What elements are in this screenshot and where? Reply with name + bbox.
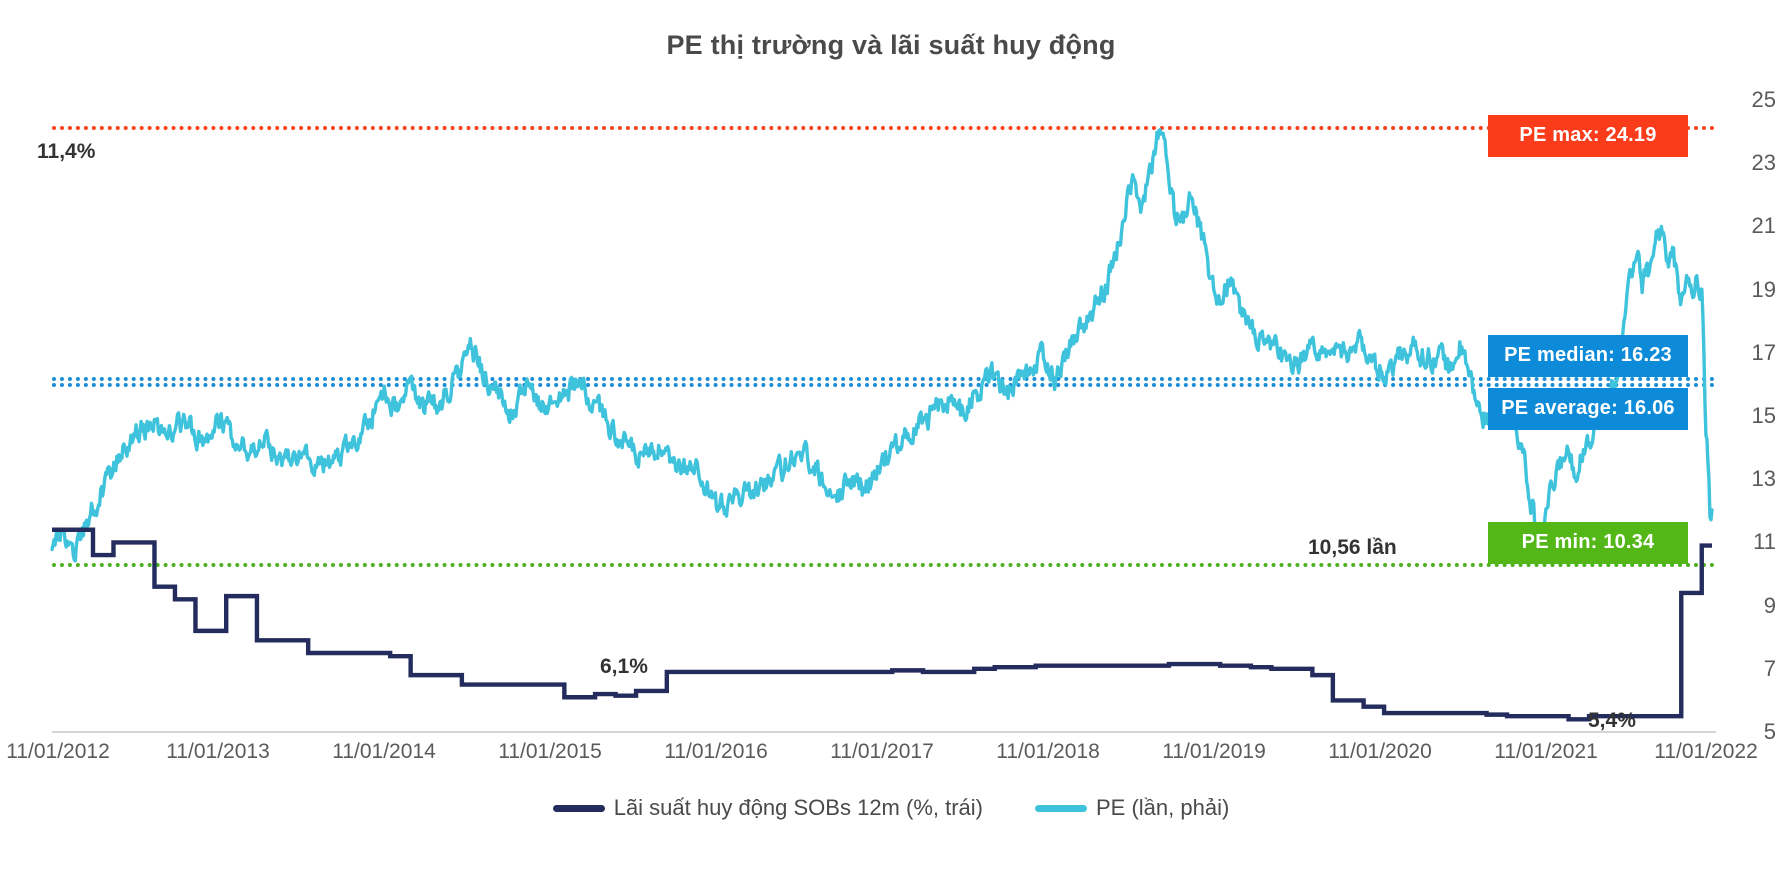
legend-swatch-icon <box>1035 804 1087 812</box>
y-axis-tick-label: 5 <box>1763 719 1776 744</box>
y-axis-tick-label: 13 <box>1751 466 1776 492</box>
annotation-rate-low-recent: 5,4% <box>1588 709 1636 732</box>
plot-area <box>50 100 1714 732</box>
x-axis-tick-label: 11/01/2016 <box>664 740 768 763</box>
x-axis-tick-label: 11/01/2022 <box>1654 740 1758 763</box>
annotation-rate-start: 11,4% <box>37 140 96 163</box>
x-axis-tick-label: 11/01/2018 <box>996 740 1100 763</box>
reference-line-pe-min <box>52 563 1716 568</box>
x-axis-tick-label: 11/01/2012 <box>6 740 110 763</box>
x-axis-tick-label: 11/01/2020 <box>1328 740 1432 763</box>
status-badge-pe-median: PE median: 16.23 <box>1488 335 1688 377</box>
reference-line-pe-median <box>52 377 1716 382</box>
x-axis-tick-label: 11/01/2019 <box>1162 740 1266 763</box>
series-svg <box>50 128 1714 722</box>
annotation-pe-recent-low: 10,56 lần <box>1308 536 1397 559</box>
reference-line-pe-max <box>52 125 1716 130</box>
y-axis-tick-label: 15 <box>1751 403 1776 428</box>
legend-item-interest-rate[interactable]: Lãi suất huy động SOBs 12m (%, trái) <box>552 795 983 821</box>
x-axis-tick-label: 11/01/2017 <box>830 740 934 763</box>
y-axis-tick-label: 17 <box>1751 339 1776 365</box>
chart-title: PE thị trường và lãi suất huy động <box>666 30 1116 60</box>
y-axis-tick-label: 21 <box>1751 213 1776 239</box>
legend-item-pe[interactable]: PE (lần, phải) <box>1035 795 1229 821</box>
x-axis-tick-label: 11/01/2014 <box>332 740 436 763</box>
x-axis-line <box>52 731 1716 733</box>
legend-swatch-icon <box>552 804 605 812</box>
status-badge-pe-min: PE min: 10.34 <box>1488 522 1688 564</box>
y-axis-tick-label: 25 <box>1751 87 1776 112</box>
y-axis-tick-label: 19 <box>1751 276 1776 302</box>
legend-item-label: PE (lần, phải) <box>1096 795 1230 820</box>
y-axis-tick-label: 11 <box>1753 529 1776 555</box>
status-badge-pe-max: PE max: 24.19 <box>1488 115 1688 157</box>
y-axis-tick-label: 7 <box>1763 655 1776 681</box>
x-axis-tick-label: 11/01/2013 <box>166 740 270 763</box>
x-axis-tick-label: 11/01/2015 <box>498 740 602 763</box>
pe-series-line <box>50 128 1714 563</box>
chart-legend: Lãi suất huy động SOBs 12m (%, trái) PE (… <box>0 795 1782 821</box>
x-axis-tick-label: 11/01/2021 <box>1494 740 1598 763</box>
y-axis-tick-label: 9 <box>1763 592 1776 618</box>
interest-rate-series-line <box>52 527 1712 722</box>
y-axis-tick-label: 23 <box>1751 150 1776 176</box>
legend-item-label: Lãi suất huy động SOBs 12m (%, trái) <box>613 795 983 820</box>
status-badge-pe-average: PE average: 16.06 <box>1488 388 1688 430</box>
annotation-rate-trough: 6,1% <box>600 655 648 678</box>
reference-line-pe-average <box>52 382 1716 387</box>
